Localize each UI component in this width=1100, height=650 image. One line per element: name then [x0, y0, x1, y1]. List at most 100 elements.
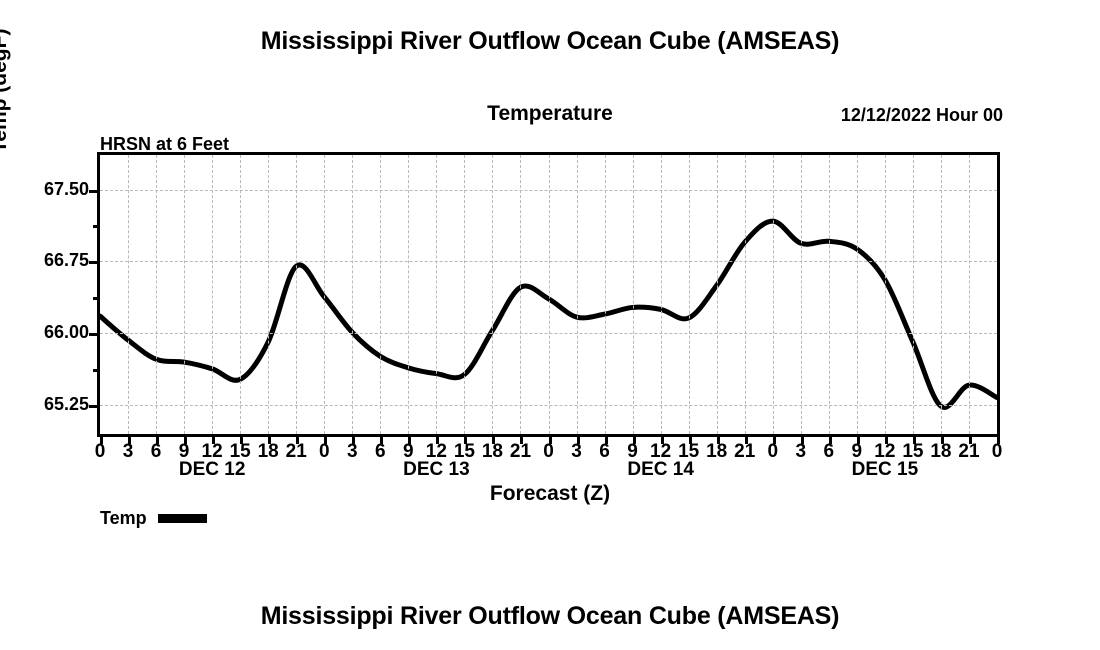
x-axis-tick [772, 434, 776, 444]
gridline-horizontal [100, 189, 997, 191]
plot-area [89, 152, 1000, 444]
x-axis-tick [268, 434, 272, 444]
x-axis-tick [128, 434, 132, 444]
gridline-vertical [744, 155, 746, 434]
x-axis-tick [100, 434, 103, 444]
x-axis-tick [324, 434, 328, 444]
x-axis-day-label: DEC 13 [403, 459, 470, 480]
x-axis-tick-label: 18 [930, 441, 952, 462]
gridline-horizontal [100, 333, 997, 335]
x-axis-tick-label: 18 [481, 441, 504, 462]
x-axis-tick-label: 15 [678, 441, 700, 462]
y-axis-minor-tick [93, 225, 100, 229]
x-axis-tick-label: 0 [991, 441, 1003, 462]
x-axis-tick-label: 3 [571, 441, 582, 462]
gridline-vertical [324, 155, 326, 434]
x-axis-tick-label: 9 [851, 441, 863, 462]
legend-label-temp: Temp [100, 508, 147, 528]
plot-canvas [100, 155, 997, 434]
x-axis-tick [240, 434, 244, 444]
x-axis-tick [380, 434, 384, 444]
x-axis-tick [352, 434, 356, 444]
gridline-vertical [912, 155, 914, 434]
gridline-vertical [772, 155, 774, 434]
x-axis-tick [492, 434, 496, 444]
x-axis-tick [968, 434, 972, 444]
x-axis-tick-label: 3 [122, 441, 134, 462]
x-axis-tick-label: 18 [257, 441, 279, 462]
y-axis-title: Temp (degF) [0, 28, 11, 153]
gridline-vertical [548, 155, 550, 434]
x-axis-tick-label: 12 [874, 441, 896, 462]
x-axis-tick-label: 15 [453, 441, 475, 462]
y-axis-tick [89, 333, 100, 337]
x-axis-tick [548, 434, 552, 444]
x-axis-tick-label: 0 [543, 441, 554, 462]
x-axis-tick [997, 434, 1000, 444]
x-axis-tick-label: 0 [318, 441, 330, 462]
page-title-top: Mississippi River Outflow Ocean Cube (AM… [260, 27, 840, 55]
gridline-vertical [380, 155, 382, 434]
x-axis-tick-label: 21 [734, 441, 756, 462]
page-title-bottom: Mississippi River Outflow Ocean Cube (AM… [260, 602, 840, 630]
y-axis-tick [89, 189, 100, 193]
y-axis-tick-label: 67.50 [43, 178, 89, 199]
y-axis-minor-tick [93, 369, 100, 373]
x-axis-tick-label: 6 [375, 441, 386, 462]
x-axis-day-label: DEC 12 [178, 459, 246, 480]
x-axis-tick [464, 434, 468, 444]
gridline-horizontal [100, 261, 997, 263]
x-axis-tick-label: 3 [346, 441, 358, 462]
y-axis-tick [89, 261, 100, 265]
x-axis-tick [856, 434, 860, 444]
x-axis-tick-label: 6 [823, 441, 835, 462]
y-axis-tick [89, 405, 100, 409]
x-axis-tick-label: 9 [403, 441, 414, 462]
x-axis-tick [744, 434, 748, 444]
x-axis-tick [912, 434, 916, 444]
x-axis-tick-label: 12 [650, 441, 672, 462]
x-axis-tick [520, 434, 524, 444]
x-axis-tick-label: 9 [178, 441, 190, 462]
x-axis-day-label: DEC 14 [627, 459, 694, 480]
gridline-vertical [408, 155, 410, 434]
gridline-vertical [156, 155, 158, 434]
x-axis-tick [800, 434, 804, 444]
gridline-vertical [128, 155, 130, 434]
gridline-vertical [940, 155, 942, 434]
x-axis-tick [884, 434, 888, 444]
gridline-vertical [520, 155, 522, 434]
gridline-vertical [296, 155, 298, 434]
x-axis-tick [184, 434, 188, 444]
gridline-vertical [884, 155, 886, 434]
x-axis-tick-label: 0 [94, 441, 106, 462]
x-axis-tick-label: 0 [767, 441, 779, 462]
x-axis-tick-label: 21 [285, 441, 307, 462]
x-axis-tick [296, 434, 300, 444]
gridline-vertical [268, 155, 270, 434]
model-run-time: 12/12/2022 Hour 00 [840, 105, 1003, 125]
gridline-vertical [576, 155, 578, 434]
x-axis-tick-label: 3 [795, 441, 807, 462]
legend-swatch-temp [157, 514, 207, 523]
chart-legend: Temp [100, 508, 207, 529]
gridline-vertical [660, 155, 662, 434]
x-axis-tick-label: 21 [509, 441, 532, 462]
gridline-vertical [856, 155, 858, 434]
gridline-vertical [604, 155, 606, 434]
y-axis-tick-label: 66.00 [43, 322, 89, 343]
gridline-horizontal [100, 405, 997, 407]
gridline-vertical [464, 155, 466, 434]
x-axis-tick [408, 434, 412, 444]
gridline-vertical [632, 155, 634, 434]
x-axis-tick [716, 434, 720, 444]
gridline-vertical [492, 155, 494, 434]
x-axis-tick-label: 18 [706, 441, 728, 462]
x-axis-tick-label: 15 [229, 441, 251, 462]
variable-title: Temperature [487, 102, 613, 125]
y-axis-minor-tick [93, 297, 100, 301]
gridline-vertical [716, 155, 718, 434]
gridline-vertical [688, 155, 690, 434]
station-depth-label: HRSN at 6 Feet [100, 134, 230, 154]
gridline-vertical [800, 155, 802, 434]
